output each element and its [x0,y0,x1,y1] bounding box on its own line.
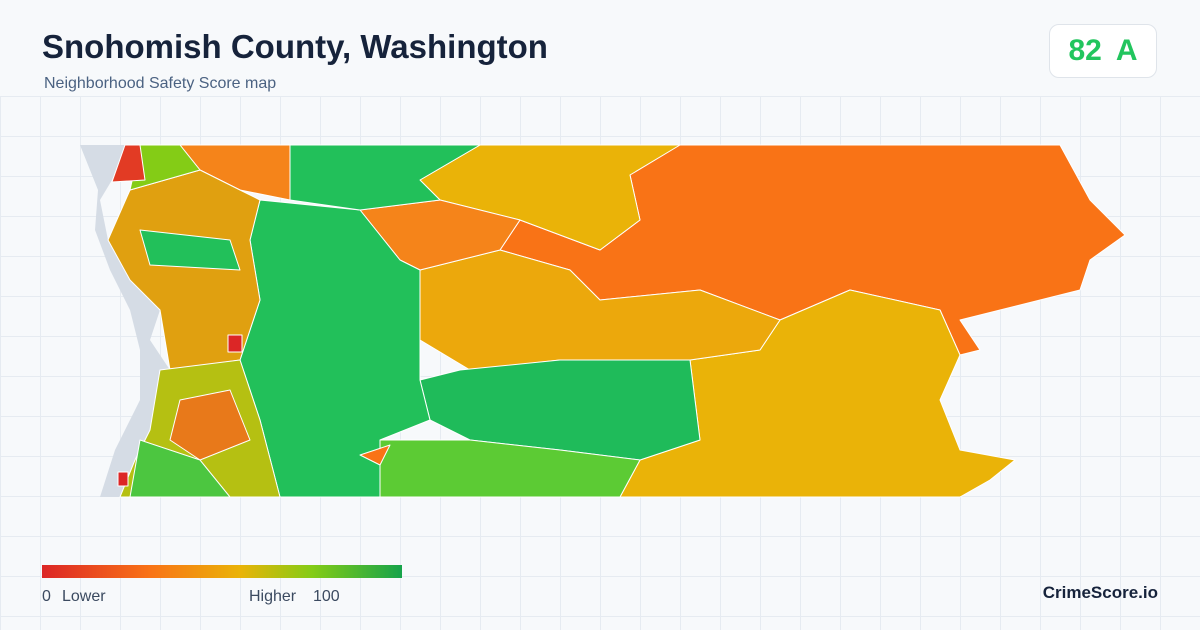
region [419,249,781,371]
region [107,169,261,371]
score-value: 82 [1068,34,1102,67]
legend-max: 100 [313,588,340,605]
title: Snohomish County, Washington [42,28,548,65]
water [80,145,170,497]
score-badge: 82 A [1049,24,1157,78]
legend-min-label: Lower [62,588,106,605]
legend-max-label: Higher [249,588,297,605]
subtitle: Neighborhood Safety Score map [44,75,277,92]
region [359,444,391,466]
header [0,0,1200,96]
map-regions [80,144,1126,498]
score-grade: A [1115,34,1138,67]
region [129,439,231,498]
brand: CrimeScore.io [1042,583,1158,602]
region [227,334,243,353]
region [111,144,146,183]
region [139,229,241,271]
region [117,471,129,487]
region [169,389,251,461]
legend-gradient [42,565,402,578]
legend-min: 0 [42,588,51,605]
